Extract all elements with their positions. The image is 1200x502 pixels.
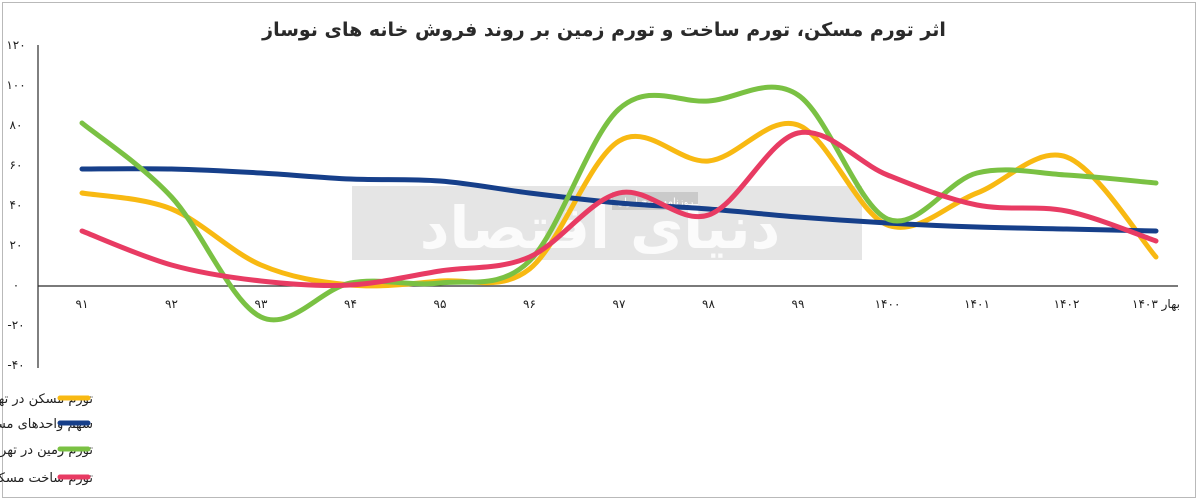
x-tick-label: ۹۶	[523, 297, 536, 311]
legend-item: تورم ساخت مسکن در تهران ( درصد تغییرات ش…	[0, 471, 93, 486]
series-line-3	[79, 84, 1159, 323]
x-tick-label: ۹۳	[255, 297, 268, 311]
x-tick-label: ۱۴۰۲	[1054, 297, 1080, 311]
series-line-1	[79, 120, 1159, 289]
y-tick-label: ۶۰	[10, 158, 23, 172]
y-tick-label: -۴۰	[7, 358, 24, 372]
y-tick-labels: ۱۲۰ ۱۰۰ ۸۰ ۶۰ ۴۰ ۲۰ ۰ -۲۰ -۴۰	[6, 38, 25, 372]
x-tick-label: ۹۴	[344, 297, 357, 311]
x-tick-label: ۹۲	[165, 297, 178, 311]
y-tick-label: ۰	[13, 278, 19, 292]
chart-title: اثر تورم مسکن، تورم ساخت و تورم زمین بر …	[261, 19, 946, 41]
legend-item: تورم مسکن در تهران-نرخ رشد نقطه ای قیمت …	[0, 392, 93, 407]
legend-item: سهم واحدهای مسکونی نوساز از معاملات خرید…	[0, 417, 93, 432]
series-lines	[79, 84, 1159, 323]
x-tick-label: ۹۹	[792, 297, 805, 311]
y-tick-label: -۲۰	[7, 318, 24, 332]
y-tick-label: ۱۲۰	[6, 38, 25, 52]
x-tick-label: ۹۵	[434, 297, 447, 311]
x-tick-label: ۱۴۰۰	[875, 297, 901, 311]
series-line-2	[79, 166, 1159, 234]
x-tick-label: ۹۷	[613, 297, 626, 311]
x-tick-label: ۹۱	[76, 297, 89, 311]
y-tick-label: ۲۰	[10, 238, 23, 252]
legend: تورم مسکن در تهران-نرخ رشد نقطه ای قیمت …	[0, 392, 93, 486]
x-tick-label: بهار ۱۴۰۳	[1132, 297, 1180, 312]
series-line-4	[79, 129, 1159, 289]
x-tick-label: ۹۸	[702, 297, 715, 311]
y-tick-label: ۴۰	[10, 198, 23, 212]
legend-item: تورم زمین در تهران-نرخ رشد نقطه ای قیمت …	[0, 443, 93, 458]
x-tick-labels: ۹۱ ۹۲ ۹۳ ۹۴ ۹۵ ۹۶ ۹۷ ۹۸ ۹۹ ۱۴۰۰ ۱۴۰۱ ۱۴۰۲ بهار ۱۴۰۳	[76, 297, 1180, 312]
y-tick-label: ۸۰	[10, 118, 23, 132]
y-tick-label: ۱۰۰	[6, 78, 25, 92]
x-tick-label: ۱۴۰۱	[964, 297, 990, 311]
